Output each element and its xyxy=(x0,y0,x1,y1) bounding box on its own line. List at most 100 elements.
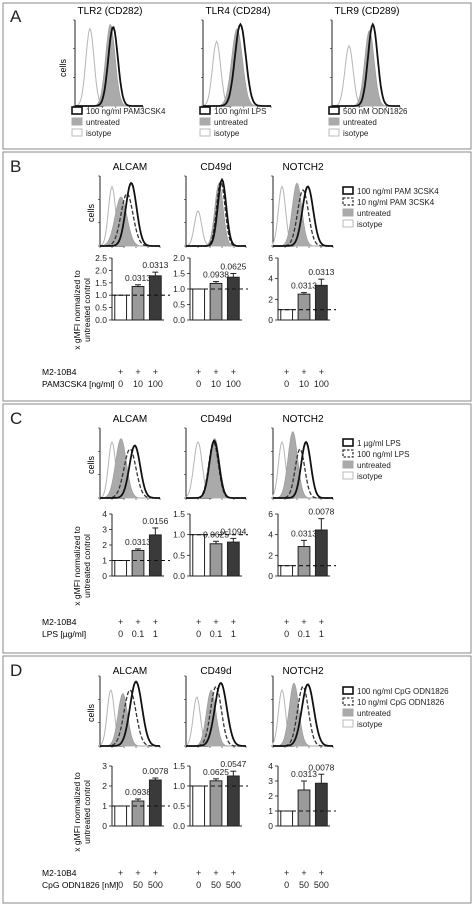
treatment-dose: 0.1 xyxy=(210,629,223,639)
legend-swatch-iso xyxy=(71,128,83,137)
bar-y-tick-label: 0.0 xyxy=(173,571,185,581)
legend-swatch-fill xyxy=(342,460,354,469)
legend-label: isotype xyxy=(86,129,112,138)
p-value-label: 0.0625 xyxy=(203,767,229,777)
bar xyxy=(148,275,162,321)
panel-c-bar-ylabel-1: x gMFI normalized to xyxy=(72,526,82,606)
bar xyxy=(114,805,128,827)
p-value-label: 0.0938 xyxy=(125,787,151,797)
legend-swatch-solid xyxy=(342,438,354,447)
bar-y-tick-label: 2.0 xyxy=(173,253,185,263)
panel-b-ylabel: cells xyxy=(86,204,96,223)
histogram-curve-solid xyxy=(203,22,271,107)
legend-label: 100 ng/ml LPS xyxy=(357,450,409,459)
bar xyxy=(114,294,128,321)
bar-y-tick-label: 1.5 xyxy=(173,761,185,771)
panel-a-histogram-1 xyxy=(73,19,144,108)
bar-y-tick-label: 3 xyxy=(268,776,273,786)
legend-label: 10 ng/ml PAM 3CSK4 xyxy=(357,198,435,207)
histogram-curve-solid xyxy=(273,440,333,499)
legend-label: untreated xyxy=(357,461,391,470)
panel-b-histogram-3 xyxy=(271,175,334,248)
legend-label: 500 nM ODN1826 xyxy=(343,107,408,116)
panel-a-legend-3: 500 nM ODN1826 untreated isotype xyxy=(328,106,408,138)
panel-c-row2-label: LPS [µg/ml] xyxy=(42,629,86,639)
bar-y-tick-label: 1.0 xyxy=(95,290,107,300)
panel-c-title-3: NOTCH2 xyxy=(282,414,324,425)
panel-a-legend-2: 100 ng/ml LPS untreated isotype xyxy=(199,106,266,138)
panel-c-ylabel: cells xyxy=(86,456,96,475)
bar-y-tick-label: 6 xyxy=(268,253,273,263)
bar xyxy=(192,785,206,827)
treatment-plus: + xyxy=(231,868,236,878)
bar xyxy=(280,309,294,321)
panel-c-bar-ylabel-2: untreated control xyxy=(82,534,92,598)
bar-y-tick-label: 0.0 xyxy=(173,315,185,325)
legend-label: untreated xyxy=(343,118,377,127)
bar-y-tick-label: 4 xyxy=(268,530,273,540)
bar-y-tick-label: 1.0 xyxy=(173,530,185,540)
panel-c-frame xyxy=(2,403,472,654)
p-value-label: 0.0625 xyxy=(203,529,229,539)
legend-label: 100 ng/ml LPS xyxy=(214,107,266,116)
panel-d-treatment-rows: +0 +50 +500 +0 +50 +500 +0 +50 +500 xyxy=(118,868,329,890)
p-value-label: 0.0313 xyxy=(125,537,151,547)
treatment-dose: 50 xyxy=(133,880,143,890)
panel-c-barchart-notch2: 0 2 4 6 0.0313 0.0078 xyxy=(268,507,336,581)
panel-a-histogram-3 xyxy=(330,19,401,108)
bar xyxy=(280,565,294,577)
legend-swatch-fill xyxy=(328,117,340,126)
bar-y-tick-label: 2 xyxy=(268,550,273,560)
legend-label: isotype xyxy=(357,472,383,481)
treatment-plus: + xyxy=(231,617,236,627)
treatment-dose: 500 xyxy=(148,880,163,890)
p-value-label: 0.0078 xyxy=(308,507,334,517)
bar-y-tick-label: 1 xyxy=(268,806,273,816)
treatment-plus: + xyxy=(196,617,201,627)
treatment-plus: + xyxy=(118,367,123,377)
panel-d-histogram-1 xyxy=(98,675,161,748)
legend-label: 1 µg/ml LPS xyxy=(357,439,401,448)
bar-y-tick-label: 1 xyxy=(102,801,107,811)
bar-y-tick-label: 0 xyxy=(102,821,107,831)
panel-d-letter: D xyxy=(10,661,22,680)
bar-y-tick-label: 1.5 xyxy=(173,269,185,279)
panel-c-letter: C xyxy=(10,409,22,428)
legend-swatch-solid xyxy=(199,106,211,115)
treatment-plus: + xyxy=(213,868,218,878)
treatment-plus: + xyxy=(319,868,324,878)
legend-swatch-solid xyxy=(328,106,340,115)
panel-a-letter: A xyxy=(10,7,22,26)
histogram-curve-solid xyxy=(186,177,246,247)
bar-y-tick-label: 1 xyxy=(102,556,107,566)
bar xyxy=(314,529,328,577)
histogram-curve-solid xyxy=(186,681,246,747)
bar-y-tick-label: 2 xyxy=(268,791,273,801)
panel-d-histogram-2 xyxy=(184,675,247,748)
legend-label: 100 ng/ml PAM3CSK4 xyxy=(86,107,166,116)
legend-swatch-iso xyxy=(342,471,354,480)
legend-swatch-solid xyxy=(71,106,83,115)
treatment-plus: + xyxy=(319,617,324,627)
bar-y-tick-label: 3 xyxy=(102,525,107,535)
treatment-dose: 0 xyxy=(196,880,201,890)
panel-b-title-1: ALCAM xyxy=(113,162,147,173)
panel-a-frame xyxy=(2,2,472,150)
treatment-dose: 100 xyxy=(148,379,163,389)
bar-y-tick-label: 0 xyxy=(268,315,273,325)
treatment-dose: 10 xyxy=(299,379,309,389)
histogram-curve-fill xyxy=(99,438,160,499)
treatment-plus: + xyxy=(284,617,289,627)
panel-d-title-3: NOTCH2 xyxy=(282,666,324,677)
bar-y-tick-label: 2 xyxy=(268,294,273,304)
treatment-plus: + xyxy=(153,868,158,878)
treatment-plus: + xyxy=(213,367,218,377)
histogram-curve-solid xyxy=(273,185,333,247)
bar xyxy=(131,286,145,321)
p-value-label: 0.0078 xyxy=(142,766,168,776)
bar-y-tick-label: 2.5 xyxy=(95,253,107,263)
p-value-label: 0.0078 xyxy=(308,762,334,772)
bar xyxy=(192,288,206,321)
